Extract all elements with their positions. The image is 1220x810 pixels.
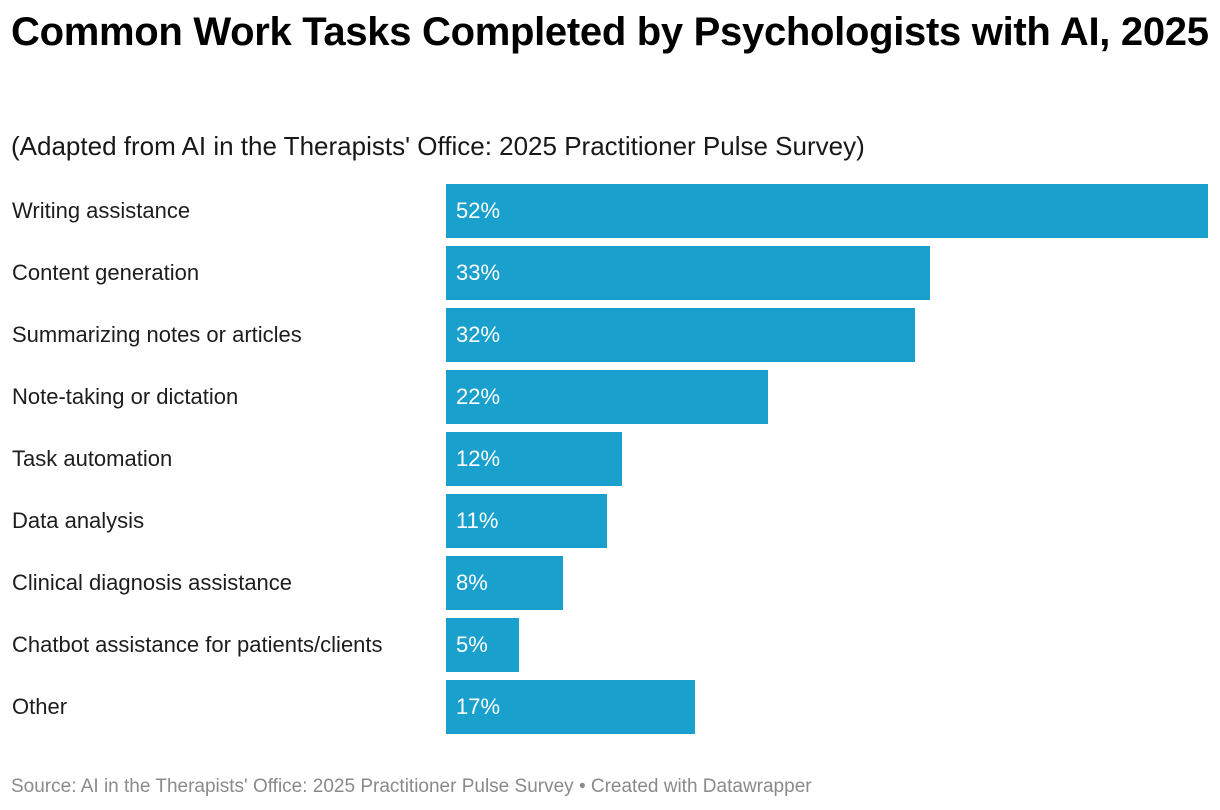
bar: 33% <box>446 246 930 300</box>
bar: 12% <box>446 432 622 486</box>
row-label: Other <box>12 694 68 719</box>
bar: 32% <box>446 308 915 362</box>
bar: 17% <box>446 680 695 734</box>
chart-row: Summarizing notes or articles 32% <box>0 308 1220 362</box>
source-footer: Source: AI in the Therapists' Office: 20… <box>11 776 812 797</box>
bar: 52% <box>446 184 1208 238</box>
chart-row: Content generation 33% <box>0 246 1220 300</box>
chart-row: Note-taking or dictation 22% <box>0 370 1220 424</box>
row-label: Data analysis <box>12 508 145 533</box>
bar-value: 11% <box>456 508 499 533</box>
chart-row: Task automation 12% <box>0 432 1220 486</box>
bar: 11% <box>446 494 607 548</box>
chart-subtitle: (Adapted from AI in the Therapists' Offi… <box>11 131 865 161</box>
bar: 8% <box>446 556 563 610</box>
bar-value: 5% <box>456 632 488 657</box>
bar: 5% <box>446 618 519 672</box>
chart-row: Clinical diagnosis assistance 8% <box>0 556 1220 610</box>
row-label: Clinical diagnosis assistance <box>12 570 293 595</box>
chart-row: Other 17% <box>0 680 1220 734</box>
chart-row: Data analysis 11% <box>0 494 1220 548</box>
bar-value: 32% <box>456 322 501 347</box>
row-label: Content generation <box>12 260 200 285</box>
row-label: Note-taking or dictation <box>12 384 239 409</box>
bar-value: 8% <box>456 570 488 595</box>
bar-value: 33% <box>456 260 501 285</box>
bar: 22% <box>446 370 768 424</box>
row-label: Writing assistance <box>12 198 191 223</box>
bar-value: 12% <box>456 446 501 471</box>
row-label: Summarizing notes or articles <box>12 322 302 347</box>
chart-row: Chatbot assistance for patients/clients 5… <box>0 618 1220 672</box>
chart-title: Common Work Tasks Completed by Psycholog… <box>11 10 1209 54</box>
row-label: Chatbot assistance for patients/clients <box>12 632 383 657</box>
bar-value: 52% <box>456 198 501 223</box>
row-label: Task automation <box>12 446 173 471</box>
bar-value: 17% <box>456 694 501 719</box>
bar-value: 22% <box>456 384 501 409</box>
chart-row: Writing assistance 52% <box>0 184 1220 238</box>
